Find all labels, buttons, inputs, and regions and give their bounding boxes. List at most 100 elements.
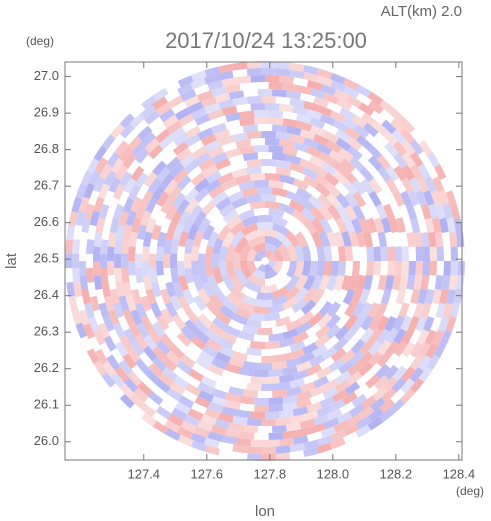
echo-cell <box>162 114 179 129</box>
echo-cell <box>335 129 351 143</box>
echo-cell <box>187 408 204 421</box>
echo-cell <box>158 372 174 388</box>
echo-cell <box>257 89 273 97</box>
echo-cell <box>253 116 269 125</box>
echo-cell <box>366 217 378 234</box>
echo-cell <box>317 193 333 209</box>
echo-cell <box>424 329 437 346</box>
echo-cell <box>218 70 234 81</box>
echo-cell <box>131 217 142 234</box>
echo-cell <box>272 187 288 198</box>
echo-cell <box>368 155 383 171</box>
echo-cell <box>275 159 291 170</box>
echo-cell <box>328 358 345 373</box>
echo-cell <box>191 107 207 120</box>
echo-cell <box>225 399 241 410</box>
echo-cell <box>204 261 214 277</box>
echo-cell <box>75 342 89 359</box>
echo-cell <box>422 261 431 276</box>
echo-cell <box>410 288 421 305</box>
echo-cell <box>147 328 162 344</box>
echo-cell <box>155 102 172 117</box>
echo-cell <box>224 147 241 159</box>
echo-cell <box>159 333 175 349</box>
echo-cell <box>268 82 284 90</box>
echo-cell <box>133 387 149 403</box>
echo-cell <box>316 245 326 261</box>
echo-cell <box>174 107 191 121</box>
echo-cell <box>221 77 237 87</box>
echo-cell <box>200 375 217 389</box>
echo-cell <box>65 275 67 290</box>
echo-cell <box>289 443 305 453</box>
echo-cell <box>157 231 167 248</box>
echo-cell <box>204 408 221 420</box>
echo-cell <box>382 130 398 146</box>
echo-cell <box>298 196 315 212</box>
echo-cell <box>119 393 135 409</box>
echo-cell <box>221 435 237 445</box>
echo-cell <box>93 231 103 247</box>
echo-field <box>65 61 465 461</box>
echo-cell <box>382 376 398 392</box>
echo-cell <box>198 268 209 284</box>
echo-cell <box>435 302 446 319</box>
echo-cell <box>205 338 222 352</box>
echo-cell <box>198 350 215 364</box>
echo-cell <box>246 96 262 104</box>
echo-cell <box>217 172 234 185</box>
echo-cell <box>147 178 162 194</box>
echo-cell <box>191 440 207 452</box>
echo-cell <box>310 422 326 434</box>
echo-cell <box>327 301 342 318</box>
echo-cell <box>346 371 363 386</box>
echo-cell <box>326 408 343 421</box>
echo-cell <box>341 168 358 185</box>
echo-cell <box>235 306 252 319</box>
echo-cell <box>409 341 423 358</box>
echo-cell <box>323 378 340 392</box>
echo-cell <box>401 328 415 345</box>
echo-cell <box>172 223 184 240</box>
echo-cell <box>355 84 372 98</box>
echo-cell <box>84 203 95 220</box>
echo-cell <box>129 393 146 409</box>
echo-cell <box>265 103 280 111</box>
echo-cell <box>155 128 171 144</box>
echo-cell <box>368 328 383 344</box>
y-tick-label: 27.0 <box>34 68 59 83</box>
echo-cell <box>401 177 415 194</box>
echo-cell <box>236 409 252 419</box>
echo-cell <box>224 363 241 375</box>
echo-cell <box>352 191 367 208</box>
echo-cell <box>75 183 87 200</box>
echo-cell <box>209 294 224 310</box>
echo-cell <box>322 386 339 400</box>
echo-cell <box>413 302 425 319</box>
echo-cell <box>176 261 186 277</box>
echo-cell <box>250 411 265 419</box>
echo-cell <box>197 381 214 395</box>
echo-cell <box>127 135 143 151</box>
echo-cell <box>102 361 117 377</box>
echo-cell <box>119 123 135 139</box>
echo-cell <box>429 261 438 276</box>
chart-title: 2017/10/24 13:25:00 <box>165 28 367 53</box>
echo-cell <box>205 300 221 316</box>
echo-cell <box>141 412 157 427</box>
echo-cell <box>418 140 433 156</box>
echo-cell <box>392 365 408 381</box>
echo-cell <box>464 246 465 261</box>
echo-cell <box>410 217 421 234</box>
echo-cell <box>242 389 258 398</box>
echo-cell <box>267 261 277 269</box>
echo-cell <box>106 354 121 371</box>
echo-cell <box>212 316 228 332</box>
echo-cell <box>285 154 302 165</box>
echo-cell <box>225 428 241 439</box>
echo-cell <box>291 298 308 313</box>
echo-cell <box>333 336 349 352</box>
echo-cell <box>212 238 224 255</box>
echo-cell <box>268 332 285 342</box>
echo-cell <box>310 385 326 397</box>
